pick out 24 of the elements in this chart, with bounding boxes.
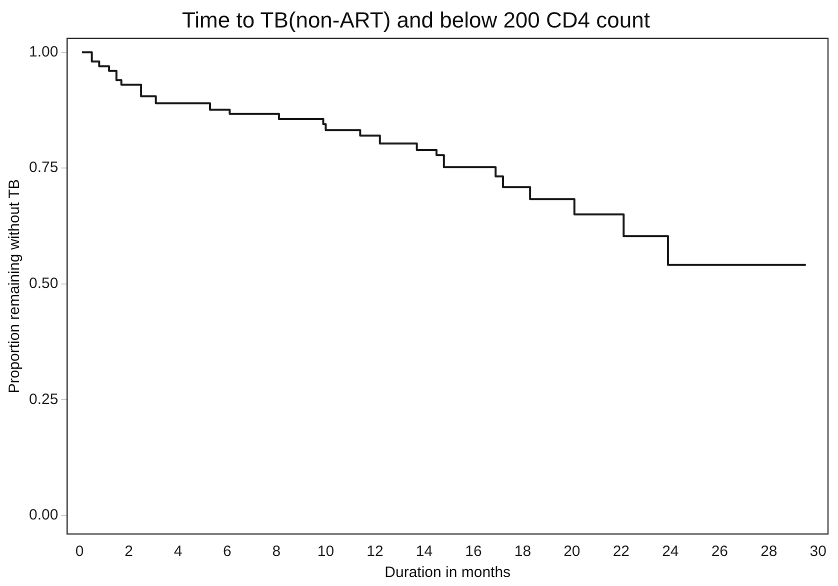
x-tick-label: 22 <box>612 543 630 560</box>
x-tick-label: 24 <box>662 543 679 560</box>
x-tick-label: 18 <box>514 543 532 560</box>
y-tick-label: 0.50 <box>28 275 58 292</box>
x-tick-label: 10 <box>317 543 334 560</box>
x-axis-title: Duration in months <box>384 564 511 582</box>
x-tick-label: 12 <box>366 543 384 560</box>
y-tick-label: 0.75 <box>28 159 58 176</box>
y-tick-label: 0.00 <box>28 506 58 524</box>
x-tick-label: 16 <box>465 543 482 560</box>
y-axis-title: Proportion remaining without TB <box>6 179 24 394</box>
y-tick-label: 0.25 <box>28 390 58 408</box>
chart-title: Time to TB(non-ART) and below 200 CD4 count <box>182 7 650 32</box>
x-tick-label: 28 <box>760 543 778 560</box>
x-tick-label: 14 <box>416 543 433 560</box>
x-tick-label: 2 <box>124 543 133 560</box>
x-tick-label: 26 <box>711 543 728 560</box>
x-tick-label: 20 <box>564 543 580 560</box>
x-tick-label: 30 <box>810 543 826 560</box>
y-tick-label: 1.00 <box>28 43 58 60</box>
x-tick-label: 0 <box>75 543 84 560</box>
x-tick-label: 4 <box>174 543 182 560</box>
x-tick-label: 6 <box>223 543 232 560</box>
x-tick-label: 8 <box>272 543 281 560</box>
